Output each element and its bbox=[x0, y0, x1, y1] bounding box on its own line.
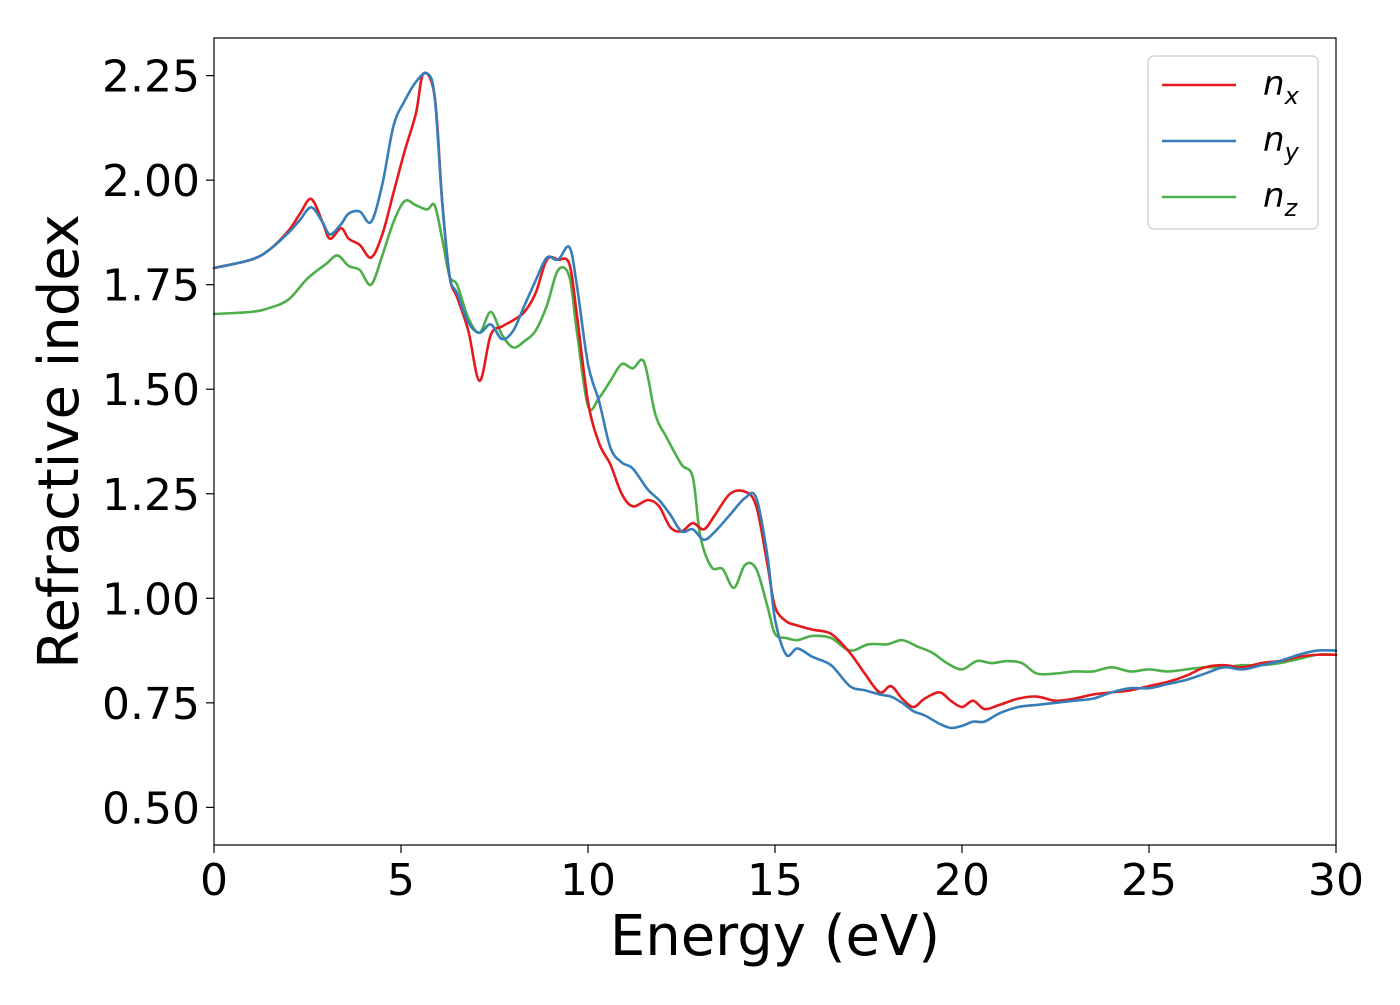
y-tick-label: 1.75 bbox=[102, 261, 200, 312]
y-axis-title: Refractive index bbox=[27, 214, 92, 669]
x-axis-ticks: 0 5 10 15 20 25 30 bbox=[200, 845, 1364, 906]
legend-label: ny bbox=[1263, 120, 1300, 166]
x-tick-label: 15 bbox=[747, 855, 803, 906]
legend-label-subscript: z bbox=[1284, 194, 1299, 222]
legend-label-main: n bbox=[1263, 120, 1285, 160]
y-tick-label: 0.50 bbox=[102, 783, 200, 834]
y-axis-ticks: 0.50 0.75 1.00 1.25 1.50 1.75 2.00 2.25 bbox=[102, 52, 214, 834]
legend-box bbox=[1147, 55, 1319, 230]
legend-label-main: n bbox=[1263, 176, 1285, 216]
series-line-n-y bbox=[212, 71, 1338, 730]
series-layer bbox=[212, 71, 1338, 730]
x-tick-label: 20 bbox=[934, 855, 990, 906]
y-tick-label: 1.25 bbox=[102, 470, 200, 521]
legend-label-subscript: x bbox=[1284, 82, 1300, 110]
y-tick-label: 0.75 bbox=[102, 679, 200, 730]
x-tick-label: 25 bbox=[1121, 855, 1177, 906]
legend-label-main: n bbox=[1263, 64, 1285, 104]
y-tick-label: 1.50 bbox=[102, 365, 200, 416]
x-tick-label: 30 bbox=[1308, 855, 1364, 906]
legend-label-subscript: y bbox=[1284, 138, 1300, 166]
series-line-n-x bbox=[212, 71, 1338, 711]
y-tick-label: 2.00 bbox=[102, 156, 200, 207]
legend-label: nx bbox=[1263, 64, 1300, 110]
x-axis-title: Energy (eV) bbox=[610, 904, 940, 969]
y-tick-label: 1.00 bbox=[102, 574, 200, 625]
legend-label: nz bbox=[1263, 176, 1299, 222]
x-tick-label: 10 bbox=[560, 855, 616, 906]
x-tick-label: 0 bbox=[200, 855, 228, 906]
y-tick-label: 2.25 bbox=[102, 52, 200, 103]
x-tick-label: 5 bbox=[387, 855, 415, 906]
